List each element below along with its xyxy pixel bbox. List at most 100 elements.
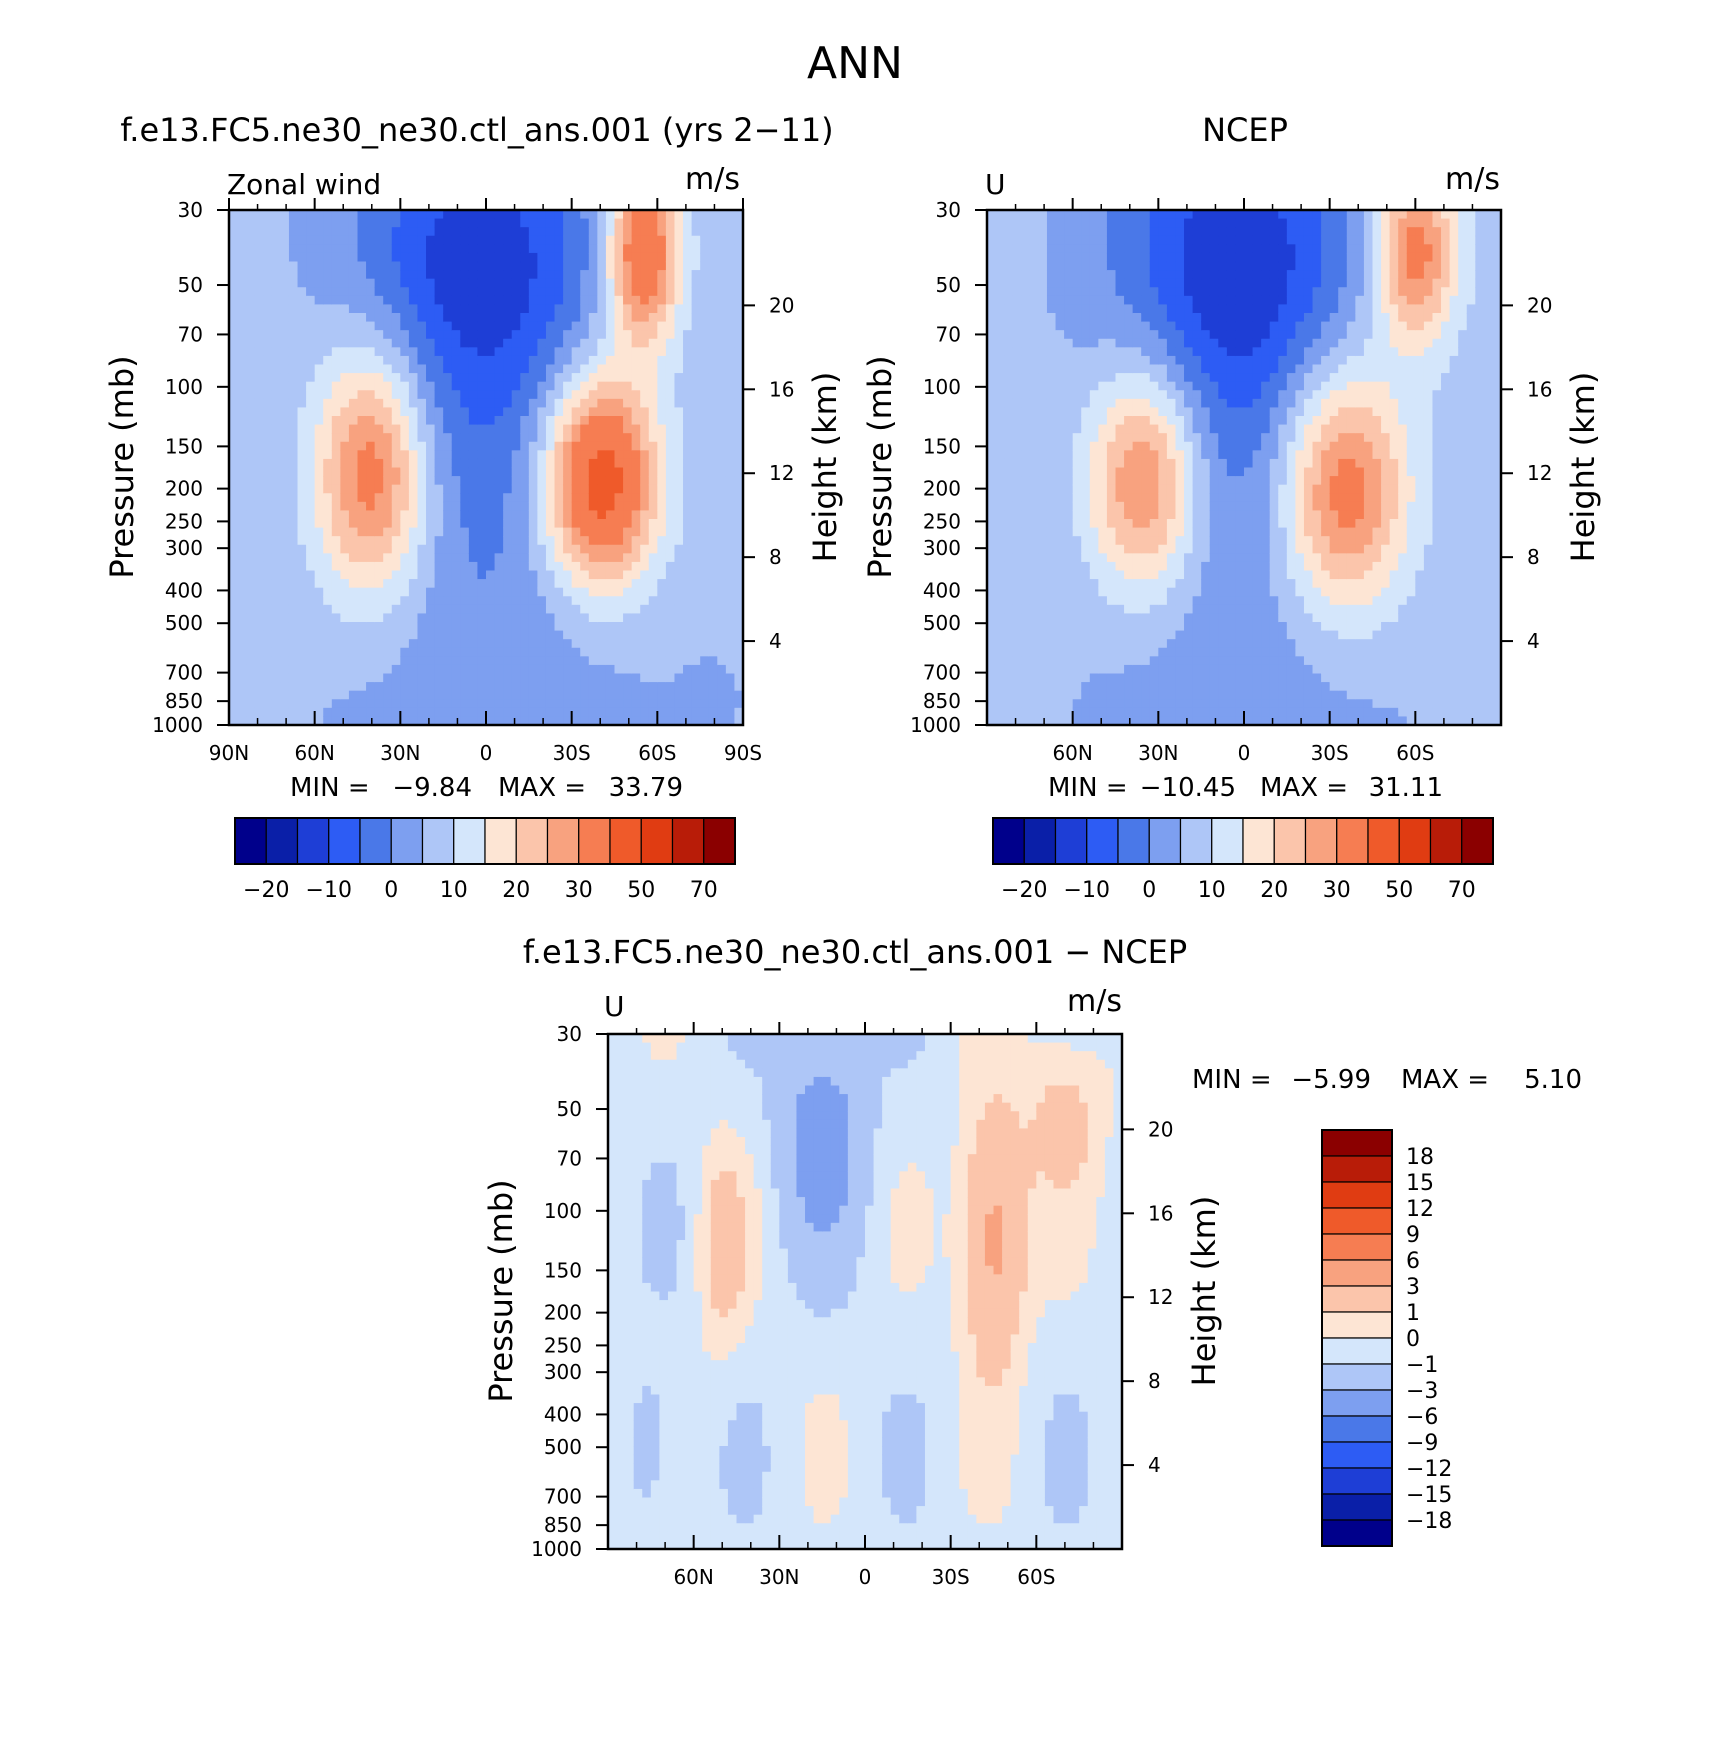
field-cell xyxy=(434,682,444,692)
field-cell xyxy=(1124,347,1134,357)
field-cell xyxy=(417,630,427,640)
field-cell xyxy=(537,364,547,374)
field-cell xyxy=(271,579,281,589)
field-cell xyxy=(631,570,641,580)
field-cell xyxy=(1132,690,1142,700)
field-cell xyxy=(1124,570,1134,580)
field-cell xyxy=(1132,381,1142,391)
field-cell xyxy=(623,493,633,503)
field-cell xyxy=(460,544,470,554)
field-cell xyxy=(1081,544,1091,554)
field-cell xyxy=(520,398,530,409)
field-cell xyxy=(674,510,684,520)
field-cell xyxy=(280,716,290,726)
field-cell xyxy=(588,613,598,623)
field-cell xyxy=(1115,390,1125,400)
y-axis-label: Pressure (mb) xyxy=(103,355,141,578)
field-cell xyxy=(331,630,341,640)
field-cell xyxy=(288,295,299,306)
field-cell xyxy=(1106,338,1117,348)
field-cell xyxy=(1012,664,1022,675)
panel-left-label: Zonal wind xyxy=(227,168,381,201)
field-cell xyxy=(426,390,436,400)
field-cell xyxy=(1098,227,1108,237)
field-cell xyxy=(640,630,650,640)
field-cell xyxy=(571,493,581,503)
field-cell xyxy=(237,561,247,572)
field-cell xyxy=(1098,373,1108,383)
field-cell xyxy=(417,544,427,554)
field-cell xyxy=(691,613,701,623)
field-cell xyxy=(1072,381,1082,391)
field-cell xyxy=(443,321,453,331)
field-cell xyxy=(434,647,444,657)
field-cell xyxy=(348,424,359,434)
field-cell xyxy=(246,287,256,297)
field-cell xyxy=(254,484,264,494)
field-cell xyxy=(1149,373,1159,383)
field-cell xyxy=(571,373,581,383)
field-cell xyxy=(588,544,598,554)
field-cell xyxy=(408,690,419,700)
field-cell xyxy=(674,321,684,331)
field-cell xyxy=(1124,510,1134,520)
field-cell xyxy=(237,664,247,675)
field-cell xyxy=(605,424,616,434)
field-cell xyxy=(623,407,633,417)
field-cell xyxy=(323,287,333,297)
field-cell xyxy=(734,664,744,675)
field-cell xyxy=(323,484,333,494)
field-cell xyxy=(1055,441,1065,451)
field-cell xyxy=(374,295,384,306)
field-cell xyxy=(520,622,530,632)
field-cell xyxy=(700,364,710,374)
field-cell xyxy=(357,561,367,572)
field-cell xyxy=(700,295,710,306)
field-cell xyxy=(725,390,736,400)
field-cell xyxy=(254,656,264,666)
field-cell xyxy=(1081,407,1091,417)
field-cell xyxy=(554,321,564,331)
field-cell xyxy=(588,639,598,649)
field-cell xyxy=(674,416,684,426)
field-cell xyxy=(1038,313,1048,323)
field-cell xyxy=(477,501,487,512)
field-cell xyxy=(1098,536,1108,546)
field-cell xyxy=(297,536,307,546)
field-cell xyxy=(648,458,658,469)
field-cell xyxy=(1106,544,1117,554)
field-cell xyxy=(280,287,290,297)
field-cell xyxy=(563,441,573,451)
field-cell xyxy=(648,716,658,726)
field-cell xyxy=(725,467,736,477)
field-cell xyxy=(340,699,350,709)
field-cell xyxy=(494,398,504,409)
field-cell xyxy=(648,210,658,220)
field-cell xyxy=(494,304,504,314)
field-cell xyxy=(1106,501,1117,512)
field-cell xyxy=(494,639,504,649)
field-cell xyxy=(383,424,393,434)
field-cell xyxy=(1158,682,1168,692)
field-cell xyxy=(1055,295,1065,306)
field-cell xyxy=(1012,510,1022,520)
field-cell xyxy=(520,321,530,331)
field-cell xyxy=(426,682,436,692)
field-cell xyxy=(348,313,359,323)
field-cell xyxy=(1089,252,1099,263)
field-cell xyxy=(1004,441,1014,451)
field-cell xyxy=(520,579,530,589)
field-cell xyxy=(1158,561,1168,572)
field-cell xyxy=(640,218,650,228)
field-cell xyxy=(477,587,487,597)
field-cell xyxy=(1141,613,1151,623)
field-cell xyxy=(631,690,641,700)
field-cell xyxy=(263,278,273,288)
field-cell xyxy=(511,561,521,572)
field-cell xyxy=(580,699,590,709)
field-cell xyxy=(1098,347,1108,357)
field-cell xyxy=(426,252,436,263)
field-cell xyxy=(725,639,736,649)
field-cell xyxy=(263,587,273,597)
field-cell xyxy=(623,270,633,280)
